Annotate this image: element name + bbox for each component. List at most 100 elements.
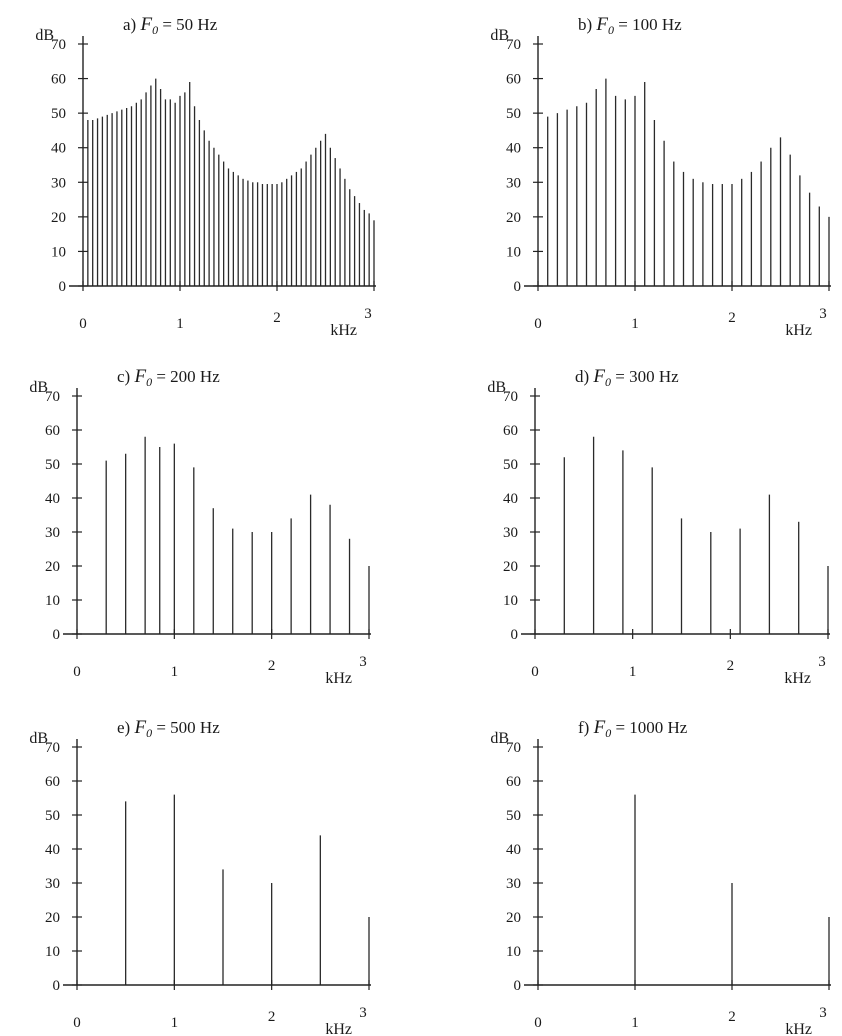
y-tick-label: 20 [51, 210, 66, 226]
title-subscript: 0 [605, 375, 611, 389]
chart-title: d) F0 = 300 Hz [575, 366, 679, 389]
y-tick-label: 40 [503, 491, 518, 507]
chart-title: c) F0 = 200 Hz [117, 366, 220, 389]
chart-title: a) F0 = 50 Hz [123, 14, 218, 37]
y-axis-label: dB [490, 730, 509, 747]
y-tick-label: 30 [51, 175, 66, 191]
x-tick-label: 3 [359, 654, 367, 670]
y-tick-label: 30 [506, 175, 521, 191]
y-tick-label: 50 [45, 457, 60, 473]
x-tick-label: 0 [534, 1015, 542, 1031]
y-tick-label: 70 [506, 37, 521, 53]
x-axis-label: kHz [330, 322, 357, 339]
x-tick-label: 2 [273, 310, 281, 326]
title-subscript: 0 [152, 23, 158, 37]
title-variable: F [133, 717, 146, 738]
title-value: = 50 Hz [158, 15, 218, 34]
title-value: = 1000 Hz [611, 718, 688, 737]
y-tick-label: 20 [506, 910, 521, 926]
x-tick-label: 2 [268, 1009, 276, 1025]
x-axis-label: kHz [785, 1021, 812, 1036]
y-tick-label: 10 [45, 593, 60, 609]
y-tick-label: 50 [503, 457, 518, 473]
y-tick-label: 40 [51, 141, 66, 157]
y-tick-label: 10 [51, 244, 66, 260]
y-tick-label: 40 [45, 491, 60, 507]
x-axis-label: kHz [325, 1021, 352, 1036]
title-prefix: b) [578, 15, 596, 34]
title-prefix: d) [575, 367, 593, 386]
y-tick-label: 30 [506, 876, 521, 892]
chart-title: f) F0 = 1000 Hz [578, 717, 688, 740]
y-tick-label: 0 [514, 279, 522, 295]
y-tick-label: 30 [45, 525, 60, 541]
y-axis-label: dB [487, 379, 506, 396]
x-tick-label: 2 [728, 310, 736, 326]
title-prefix: f) [578, 718, 594, 737]
x-tick-label: 1 [171, 664, 179, 680]
title-variable: F [139, 14, 152, 35]
x-tick-label: 3 [819, 1005, 827, 1021]
x-tick-label: 0 [79, 316, 87, 332]
y-tick-label: 0 [511, 627, 519, 643]
x-tick-label: 3 [364, 306, 372, 322]
title-subscript: 0 [605, 726, 611, 740]
y-tick-label: 70 [506, 740, 521, 756]
title-value: = 100 Hz [614, 15, 682, 34]
y-tick-label: 70 [51, 37, 66, 53]
title-subscript: 0 [146, 726, 152, 740]
y-tick-label: 70 [45, 389, 60, 405]
chart-panel-a: 0 10 20 30 40 50 60 70 0 1 2 3 kHz dB a) F0 = 50 Hz [35, 14, 376, 339]
title-subscript: 0 [608, 23, 614, 37]
y-tick-label: 0 [514, 978, 522, 994]
y-tick-label: 40 [506, 842, 521, 858]
y-tick-label: 50 [45, 808, 60, 824]
title-prefix: e) [117, 718, 134, 737]
y-tick-label: 10 [503, 593, 518, 609]
x-tick-label: 2 [268, 658, 276, 674]
x-tick-label: 0 [73, 1015, 81, 1031]
title-prefix: c) [117, 367, 134, 386]
x-tick-label: 3 [359, 1005, 367, 1021]
y-tick-label: 20 [45, 559, 60, 575]
y-axis-label: dB [35, 27, 54, 44]
y-tick-label: 10 [45, 944, 60, 960]
x-axis-label: kHz [784, 670, 811, 687]
x-axis-label: kHz [325, 670, 352, 687]
title-variable: F [593, 717, 606, 738]
y-tick-label: 10 [506, 244, 521, 260]
title-subscript: 0 [146, 375, 152, 389]
y-axis-label: dB [490, 27, 509, 44]
x-tick-label: 0 [73, 664, 81, 680]
x-tick-label: 2 [727, 658, 735, 674]
title-prefix: a) [123, 15, 140, 34]
x-tick-label: 2 [728, 1009, 736, 1025]
y-tick-label: 20 [45, 910, 60, 926]
x-tick-label: 3 [819, 306, 827, 322]
y-tick-label: 30 [503, 525, 518, 541]
chart-title: e) F0 = 500 Hz [117, 717, 220, 740]
y-tick-label: 30 [45, 876, 60, 892]
x-tick-label: 1 [631, 316, 639, 332]
title-variable: F [595, 14, 608, 35]
y-axis-label: dB [29, 379, 48, 396]
chart-title: b) F0 = 100 Hz [578, 14, 682, 37]
y-tick-label: 20 [506, 210, 521, 226]
y-tick-label: 60 [51, 72, 66, 88]
title-value: = 200 Hz [152, 367, 220, 386]
title-variable: F [592, 366, 605, 387]
y-axis-label: dB [29, 730, 48, 747]
x-tick-label: 1 [629, 664, 637, 680]
x-tick-label: 1 [176, 316, 184, 332]
x-axis-label: kHz [785, 322, 812, 339]
y-tick-label: 0 [53, 978, 61, 994]
y-tick-label: 60 [506, 72, 521, 88]
y-tick-label: 50 [51, 106, 66, 122]
y-tick-label: 40 [506, 141, 521, 157]
y-tick-label: 70 [45, 740, 60, 756]
